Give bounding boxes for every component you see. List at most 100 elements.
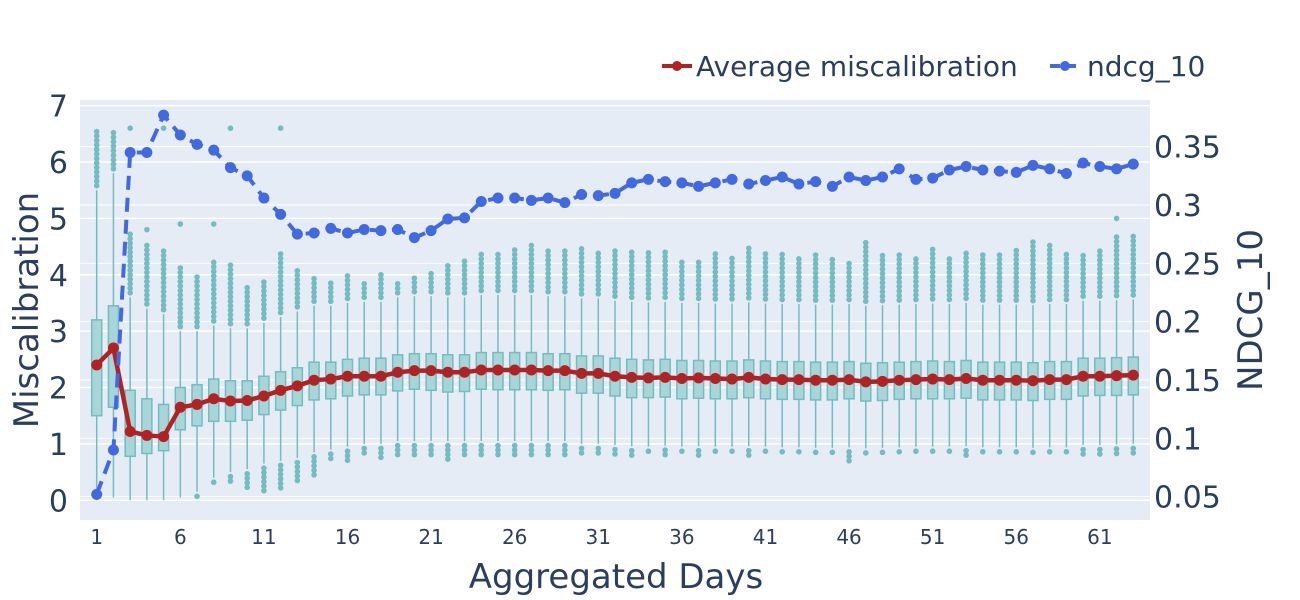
box-outlier xyxy=(595,268,602,275)
box-outlier xyxy=(829,261,836,267)
box-outlier xyxy=(495,442,501,449)
box-outlier xyxy=(980,274,986,281)
box-outlier xyxy=(327,284,334,291)
box-outlier xyxy=(1046,265,1053,271)
box-outlier xyxy=(1130,287,1137,294)
box-outlier xyxy=(461,271,468,278)
box-outlier xyxy=(929,246,936,253)
miscalibration-point xyxy=(308,374,320,386)
ndcg-point xyxy=(609,187,621,199)
box-outlier xyxy=(327,455,334,462)
box-outlier xyxy=(612,284,618,290)
ndcg-point xyxy=(208,144,220,156)
box-outlier xyxy=(963,277,969,284)
ndcg-point xyxy=(576,189,588,200)
box-outlier xyxy=(796,287,802,294)
box-outlier xyxy=(946,265,953,271)
box-outlier xyxy=(1063,256,1070,262)
box-outlier xyxy=(277,251,284,257)
box-outlier xyxy=(194,310,200,316)
ndcg-point xyxy=(291,228,303,240)
box-outlier xyxy=(846,448,852,455)
ndcg-point xyxy=(1060,168,1072,179)
box-outlier xyxy=(1113,234,1120,240)
miscalibration-point xyxy=(442,366,454,378)
box-outlier xyxy=(662,258,668,265)
ndcg-point xyxy=(542,192,554,204)
box-outlier xyxy=(1097,270,1103,277)
box-outlier xyxy=(93,128,100,135)
box-outlier xyxy=(495,447,501,453)
box-outlier xyxy=(1046,269,1053,276)
box-outlier xyxy=(612,451,618,457)
box-outlier xyxy=(1097,288,1103,295)
box-outlier xyxy=(194,319,200,325)
miscalibration-point xyxy=(241,394,253,406)
box-outlier xyxy=(779,260,785,267)
box-outlier xyxy=(445,442,451,449)
miscalibration-point xyxy=(826,374,838,386)
box-outlier xyxy=(1030,257,1036,263)
box-outlier xyxy=(980,448,986,455)
box-outlier xyxy=(394,447,401,453)
x-tick-label: 21 xyxy=(418,525,443,549)
box-outlier xyxy=(294,272,301,279)
box-outlier xyxy=(227,316,234,323)
box-outlier xyxy=(261,474,267,480)
box-outlier xyxy=(1046,260,1053,267)
box-outlier xyxy=(227,280,234,287)
box-outlier xyxy=(1097,284,1103,290)
box-outlier xyxy=(929,269,936,275)
box-outlier xyxy=(996,265,1003,272)
box-outlier xyxy=(160,252,167,259)
y2-tick-label: 0.2 xyxy=(1154,306,1202,341)
box-outlier xyxy=(93,151,100,157)
box-outlier xyxy=(1063,251,1070,258)
box-outlier xyxy=(996,274,1003,281)
box-outlier xyxy=(712,448,719,455)
x-tick-label: 31 xyxy=(586,525,611,549)
box-outlier xyxy=(528,247,535,253)
box-outlier xyxy=(511,447,518,453)
box-outlier xyxy=(528,256,535,262)
ndcg-point xyxy=(224,162,236,174)
box-outlier xyxy=(812,292,819,299)
miscalibration-point xyxy=(1027,375,1039,387)
box-outlier xyxy=(261,288,267,294)
legend-ndcg-label[interactable]: ndcg_10 xyxy=(1087,50,1205,83)
box-outlier xyxy=(93,142,100,148)
box-outlier xyxy=(344,273,351,279)
box-outlier xyxy=(996,297,1003,303)
box-outlier xyxy=(1046,251,1053,258)
box-outlier xyxy=(1113,450,1120,457)
box-outlier xyxy=(896,279,903,285)
box-outlier xyxy=(812,274,819,281)
box-outlier xyxy=(127,253,133,260)
box-outlier xyxy=(729,291,735,298)
box-outlier xyxy=(144,287,150,294)
box-outlier xyxy=(495,269,501,276)
box-outlier xyxy=(712,296,719,302)
box-outlier xyxy=(1130,256,1137,262)
box-outlier xyxy=(445,290,451,296)
box-outlier xyxy=(1046,287,1053,294)
legend[interactable]: Average miscalibration ndcg_10 xyxy=(662,50,1205,83)
box-outlier xyxy=(361,294,368,301)
box-outlier xyxy=(294,299,301,306)
x-tick-label: 51 xyxy=(920,525,945,549)
box-outlier xyxy=(294,473,301,479)
y-tick-label: 2 xyxy=(49,372,68,407)
box-outlier xyxy=(1080,270,1086,277)
box-outlier xyxy=(879,270,886,277)
legend-miscalibration-label[interactable]: Average miscalibration xyxy=(696,50,1018,83)
box-outlier xyxy=(779,251,785,258)
miscalibration-point xyxy=(408,365,420,377)
box-outlier xyxy=(127,290,133,296)
box-outlier xyxy=(1030,288,1036,295)
box-outlier xyxy=(1097,261,1103,268)
box-outlier xyxy=(1013,274,1020,281)
ndcg-point xyxy=(124,147,136,158)
miscalibration-point xyxy=(693,372,705,384)
ndcg-point xyxy=(475,196,487,207)
ndcg-point xyxy=(141,147,153,158)
